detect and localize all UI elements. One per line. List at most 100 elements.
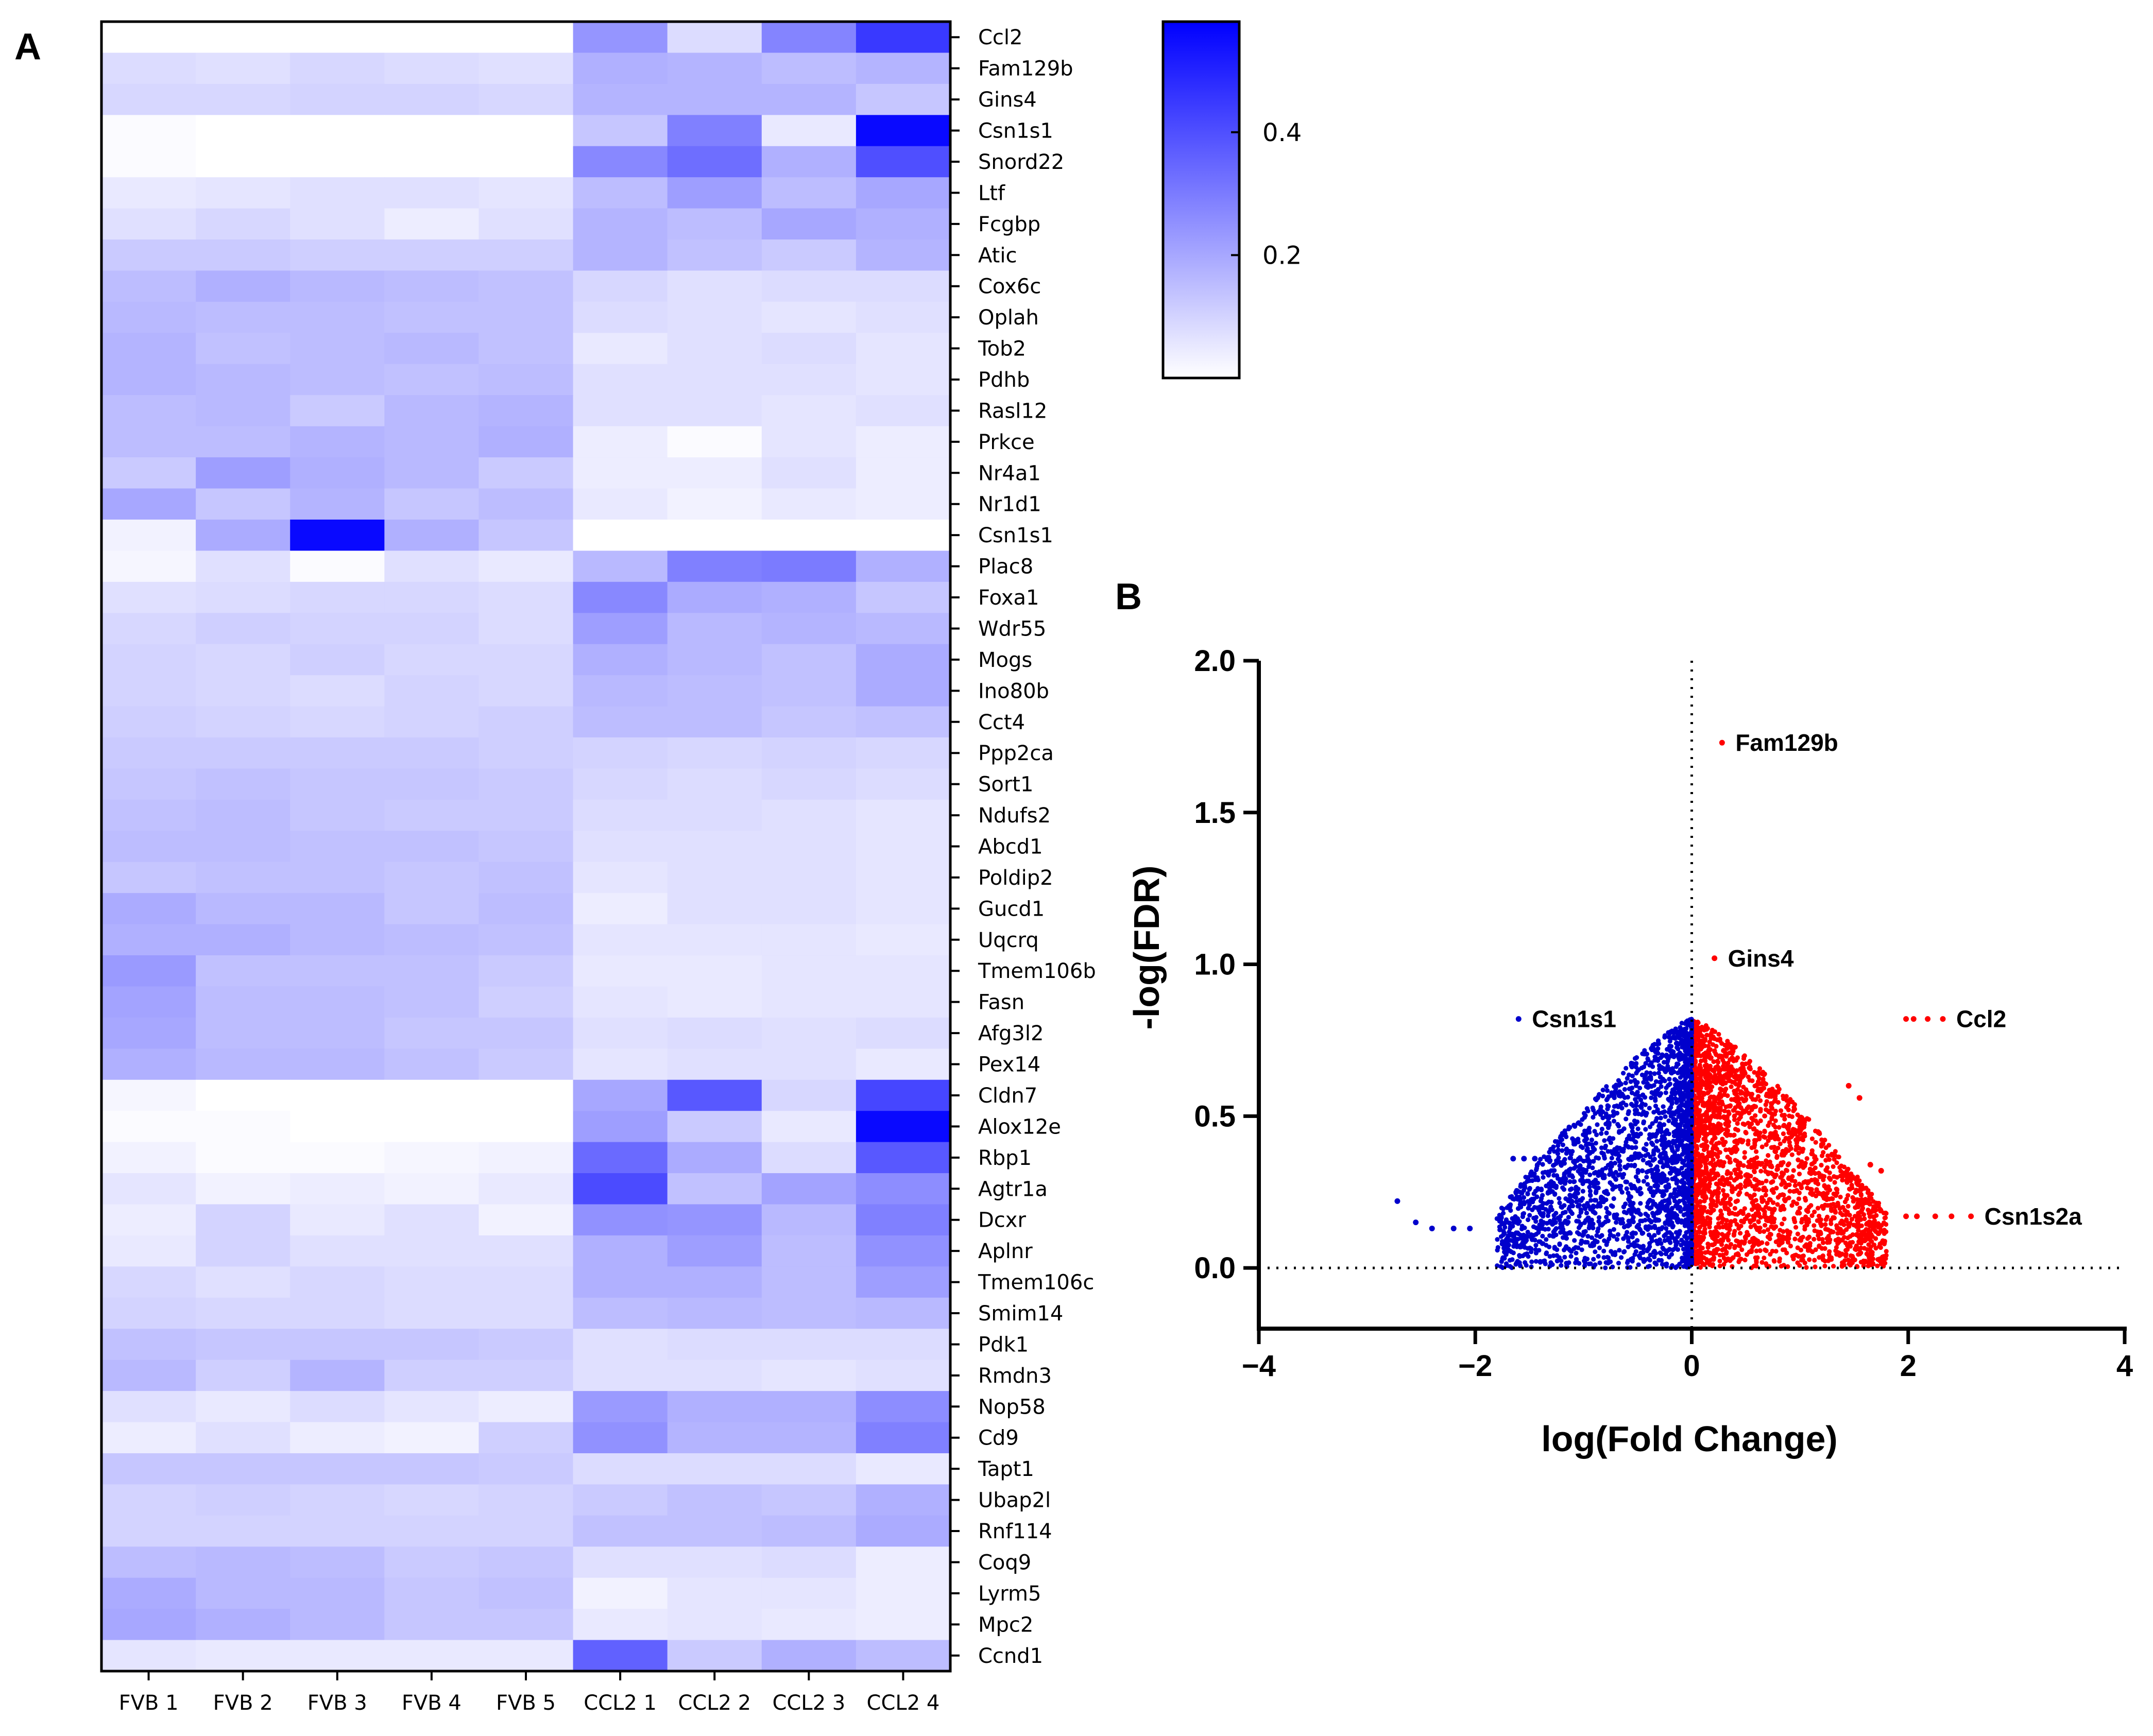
data-point: [1604, 1206, 1609, 1211]
row-label: Alox12e: [978, 1115, 1061, 1139]
data-point: [1723, 1121, 1728, 1126]
heatmap-cell: [856, 551, 951, 582]
heatmap-cell: [856, 1640, 951, 1672]
data-point: [1735, 1121, 1740, 1126]
data-point: [1551, 1163, 1556, 1168]
data-point: [1730, 1056, 1735, 1061]
heatmap-cell: [384, 1484, 480, 1516]
heatmap-cell: [196, 1204, 291, 1236]
heatmap-cell: [479, 706, 574, 738]
data-point: [1704, 1169, 1709, 1174]
heatmap-cell: [196, 488, 291, 520]
data-point: [1868, 1244, 1873, 1249]
heatmap-cell: [667, 1640, 762, 1672]
data-point: [1752, 1070, 1757, 1075]
data-point: [1633, 1064, 1638, 1070]
data-point: [1762, 1071, 1767, 1076]
heatmap-cell: [101, 1391, 196, 1423]
data-point: [1756, 1133, 1762, 1139]
data-point: [1653, 1079, 1659, 1084]
heatmap-cell: [479, 551, 574, 582]
data-point: [1705, 1245, 1711, 1250]
heatmap-cell: [479, 1609, 574, 1641]
data-point: [1784, 1098, 1789, 1103]
data-point: [1866, 1190, 1871, 1195]
data-point: [1734, 1222, 1739, 1227]
data-point: [1812, 1159, 1817, 1165]
data-point: [1802, 1133, 1807, 1139]
heatmap-cell: [761, 1453, 857, 1485]
data-point: [1768, 1088, 1773, 1093]
heatmap-cell: [573, 1422, 668, 1454]
data-point: [1621, 1071, 1626, 1076]
data-point: [1817, 1213, 1822, 1218]
data-point: [1595, 1094, 1601, 1100]
data-point: [1795, 1201, 1800, 1206]
row-label: Gucd1: [978, 897, 1045, 921]
data-point: [1801, 1253, 1806, 1259]
heatmap-cell: [856, 519, 951, 552]
data-point: [1721, 1247, 1726, 1252]
heatmap-cell: [101, 1609, 196, 1641]
heatmap-cell: [761, 1329, 857, 1361]
data-point: [1717, 1180, 1723, 1185]
heatmap-cell: [290, 799, 385, 832]
row-label: Cct4: [978, 711, 1025, 734]
data-point: [1824, 1168, 1829, 1173]
data-point: [1883, 1215, 1888, 1221]
row-label: Nr1d1: [978, 493, 1041, 517]
heatmap-cell: [384, 1453, 480, 1485]
data-point: [1576, 1219, 1581, 1224]
heatmap-cell: [856, 1422, 951, 1454]
data-point: [1758, 1098, 1763, 1103]
heatmap-cell: [384, 301, 480, 334]
heatmap-cell: [761, 364, 857, 396]
heatmap-cell: [196, 115, 291, 147]
data-point: [1668, 1192, 1673, 1197]
data-point: [1701, 1091, 1706, 1096]
data-point: [1544, 1237, 1549, 1242]
heatmap-cell: [856, 146, 951, 178]
heatmap-cell: [384, 986, 480, 1018]
data-point: [1702, 1205, 1707, 1210]
data-point: [1698, 1075, 1703, 1080]
heatmap-cell: [761, 1391, 857, 1423]
data-point: [1875, 1257, 1881, 1262]
data-point: [1729, 1242, 1734, 1247]
data-point: [1635, 1178, 1641, 1183]
data-point: [1709, 1168, 1714, 1173]
heatmap-cell: [290, 675, 385, 707]
data-point: [1732, 1206, 1737, 1211]
data-point: [1592, 1198, 1597, 1203]
heatmap-cell: [290, 613, 385, 645]
data-point: [1782, 1116, 1787, 1122]
data-point: [1704, 1086, 1709, 1091]
heatmap-cell: [479, 395, 574, 427]
data-point: [1648, 1154, 1653, 1160]
data-point: [1716, 1221, 1721, 1226]
heatmap-cell: [101, 488, 196, 520]
data-point: [1626, 1258, 1631, 1264]
data-point: [1635, 1126, 1641, 1131]
data-point: [1823, 1222, 1828, 1227]
data-point: [1732, 1117, 1737, 1122]
heatmap-cell: [384, 1577, 480, 1609]
data-point: [1745, 1106, 1750, 1111]
data-point: [1852, 1214, 1857, 1219]
heatmap-cell: [101, 83, 196, 116]
heatmap-cell: [290, 1142, 385, 1174]
data-point: [1800, 1234, 1805, 1240]
heatmap-cell: [573, 831, 668, 863]
heatmap-cell: [290, 581, 385, 614]
heatmap-cell: [856, 1297, 951, 1330]
heatmap-cell: [573, 53, 668, 84]
heatmap-cell: [667, 53, 762, 84]
data-point: [1812, 1258, 1817, 1263]
data-point: [1843, 1240, 1848, 1246]
colorbar-gradient: [1161, 20, 1241, 380]
data-point: [1735, 1087, 1740, 1092]
heatmap-cell: [573, 613, 668, 645]
data-point: [1790, 1174, 1795, 1179]
data-point: [1669, 1099, 1674, 1104]
data-point: [1608, 1180, 1613, 1185]
